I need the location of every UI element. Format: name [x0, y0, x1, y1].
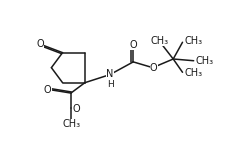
Text: O: O: [36, 39, 44, 49]
Text: O: O: [44, 85, 52, 95]
Text: N: N: [106, 69, 114, 79]
Text: O: O: [72, 104, 80, 114]
Text: O: O: [150, 63, 157, 73]
Text: H: H: [108, 80, 114, 89]
Text: CH₃: CH₃: [196, 56, 214, 66]
Text: CH₃: CH₃: [150, 36, 168, 46]
Text: O: O: [129, 40, 137, 50]
Text: CH₃: CH₃: [63, 119, 81, 129]
Text: CH₃: CH₃: [184, 36, 203, 46]
Text: CH₃: CH₃: [184, 68, 203, 78]
